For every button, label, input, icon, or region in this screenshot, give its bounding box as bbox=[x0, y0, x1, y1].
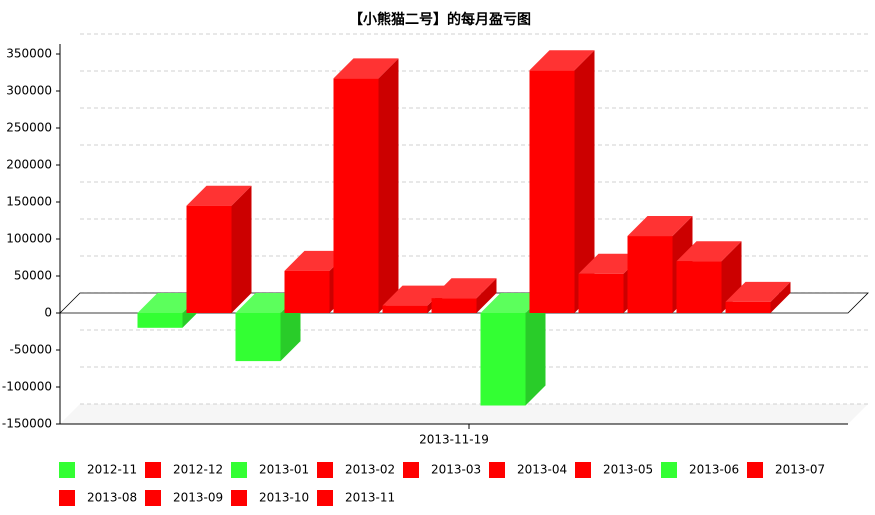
legend-label: 2013-10 bbox=[259, 491, 309, 505]
chart-title: 【小熊猫二号】的每月盈亏图 bbox=[349, 11, 531, 28]
bar-front bbox=[137, 313, 183, 328]
y-tick-label: 0 bbox=[44, 306, 52, 320]
bar-top bbox=[725, 281, 791, 302]
y-tick-label: 200000 bbox=[6, 158, 52, 172]
bar-front bbox=[431, 298, 477, 313]
bar-side bbox=[231, 185, 252, 313]
y-tick-label: 50000 bbox=[14, 269, 52, 283]
bar-side bbox=[378, 58, 399, 313]
bar bbox=[627, 216, 693, 313]
bar-top bbox=[235, 293, 301, 313]
legend-label: 2013-05 bbox=[603, 463, 653, 477]
bar-side bbox=[476, 278, 497, 313]
legend-label: 2013-06 bbox=[689, 463, 739, 477]
y-tick-label: -100000 bbox=[2, 380, 52, 394]
y-tick-label: 100000 bbox=[6, 232, 52, 246]
y-tick-label: 150000 bbox=[6, 195, 52, 209]
y-tick-label: 300000 bbox=[6, 84, 52, 98]
bar bbox=[725, 281, 791, 313]
bar-front bbox=[725, 301, 771, 313]
y-tick-label: -150000 bbox=[2, 417, 52, 431]
bar-side bbox=[770, 281, 791, 313]
legend-label: 2013-08 bbox=[87, 491, 137, 505]
legend-swatch bbox=[403, 462, 419, 478]
y-tick-label: 250000 bbox=[6, 121, 52, 135]
legend-label: 2013-01 bbox=[259, 463, 309, 477]
legend-swatch bbox=[59, 462, 75, 478]
bar-front bbox=[529, 70, 575, 313]
legend-swatch bbox=[661, 462, 677, 478]
legend-swatch bbox=[59, 490, 75, 506]
legend-label: 2013-11 bbox=[345, 491, 395, 505]
y-tick-label: -50000 bbox=[9, 343, 52, 357]
back-wall bbox=[60, 404, 868, 424]
legend-label: 2013-03 bbox=[431, 463, 481, 477]
bar-front bbox=[235, 313, 281, 362]
bar bbox=[186, 185, 252, 313]
legend-swatch bbox=[489, 462, 505, 478]
legend-swatch bbox=[145, 490, 161, 506]
bar bbox=[480, 293, 546, 406]
legend-swatch bbox=[231, 462, 247, 478]
legend-swatch bbox=[747, 462, 763, 478]
bar-front bbox=[676, 261, 722, 313]
bar-top bbox=[578, 253, 644, 274]
bar-front bbox=[627, 236, 673, 313]
bar-top bbox=[186, 185, 252, 206]
bar-side bbox=[525, 293, 546, 406]
legend-label: 2012-11 bbox=[87, 463, 137, 477]
bar-top bbox=[529, 50, 595, 71]
legend-swatch bbox=[231, 490, 247, 506]
bar-top bbox=[382, 285, 448, 306]
bar-front bbox=[480, 313, 526, 406]
legend-label: 2013-02 bbox=[345, 463, 395, 477]
bar-top bbox=[627, 216, 693, 237]
bar bbox=[431, 278, 497, 313]
legend-swatch bbox=[575, 462, 591, 478]
bar-side bbox=[574, 50, 595, 313]
legend-label: 2012-12 bbox=[173, 463, 223, 477]
bar-top bbox=[676, 241, 742, 262]
bar-front bbox=[578, 273, 624, 313]
x-tick-label: 2013-11-19 bbox=[419, 433, 489, 447]
bar-top bbox=[137, 293, 203, 313]
bar-top bbox=[431, 278, 497, 299]
bar-top bbox=[480, 293, 546, 313]
bar-front bbox=[284, 270, 330, 313]
legend-swatch bbox=[145, 462, 161, 478]
y-tick-label: 350000 bbox=[6, 47, 52, 61]
legend-swatch bbox=[317, 462, 333, 478]
bar-front bbox=[382, 305, 428, 313]
legend-label: 2013-07 bbox=[775, 463, 825, 477]
bar bbox=[676, 241, 742, 313]
bar-top bbox=[284, 250, 350, 271]
bar bbox=[529, 50, 595, 313]
legend-label: 2013-09 bbox=[173, 491, 223, 505]
bar-front bbox=[186, 205, 232, 313]
legend-swatch bbox=[317, 490, 333, 506]
bar-front bbox=[333, 78, 379, 313]
bar-top bbox=[333, 58, 399, 79]
legend-label: 2013-04 bbox=[517, 463, 567, 477]
bar bbox=[333, 58, 399, 313]
